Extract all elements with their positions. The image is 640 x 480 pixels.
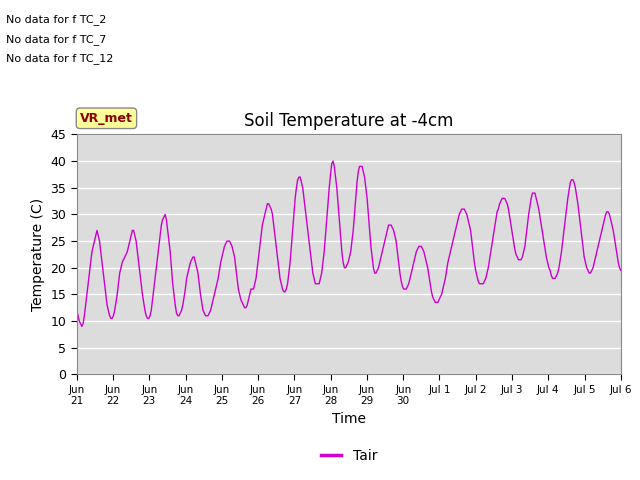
X-axis label: Time: Time [332, 412, 366, 426]
Y-axis label: Temperature (C): Temperature (C) [31, 198, 45, 311]
Text: No data for f TC_7: No data for f TC_7 [6, 34, 107, 45]
Text: No data for f TC_2: No data for f TC_2 [6, 14, 107, 25]
Title: Soil Temperature at -4cm: Soil Temperature at -4cm [244, 112, 454, 130]
Text: VR_met: VR_met [80, 112, 133, 125]
Text: No data for f TC_12: No data for f TC_12 [6, 53, 114, 64]
Legend: Tair: Tair [315, 443, 383, 468]
